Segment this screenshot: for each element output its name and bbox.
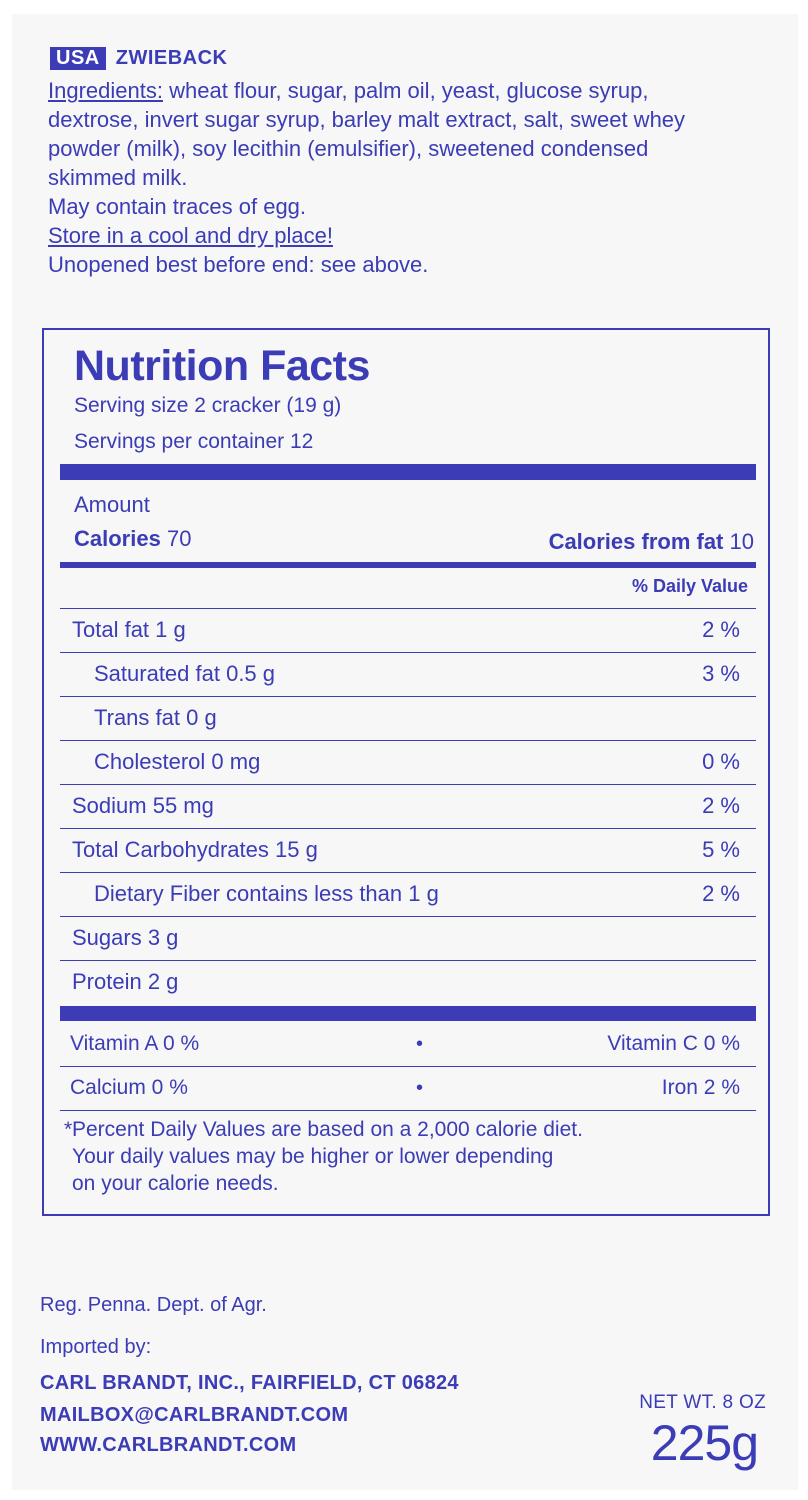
ingredients-line-1: wheat flour, sugar, palm oil, yeast, glu… — [169, 78, 649, 103]
calories-label: Calories — [74, 526, 161, 551]
nutrient-row: Cholesterol 0 mg 0 % — [60, 740, 756, 784]
nutrient-row: Protein 2 g — [60, 960, 756, 1004]
ingredients-block: Ingredients: wheat flour, sugar, palm oi… — [48, 76, 748, 279]
calories-fat-label: Calories from fat — [548, 529, 724, 554]
footnote-divider — [60, 1110, 756, 1111]
nutrient-name: Total Carbohydrates 15 g — [72, 837, 318, 862]
net-weight-grams: 225g — [650, 1415, 759, 1471]
nutrient-daily-value: 0 % — [702, 749, 740, 774]
label-panel — [12, 14, 798, 1490]
medium-divider — [60, 562, 756, 568]
ingredients-line-3: powder (milk), soy lecithin (emulsifier)… — [48, 136, 649, 161]
product-name: ZWIEBACK — [115, 46, 228, 69]
imported-by-label: Imported by: — [40, 1336, 152, 1358]
nutrient-name: Cholesterol 0 mg — [94, 749, 261, 774]
servings-per-container: Servings per container 12 — [74, 430, 314, 453]
traces-note: May contain traces of egg. — [48, 194, 307, 219]
nutrient-name: Sugars 3 g — [72, 925, 179, 950]
bullet-separator: • — [416, 1077, 424, 1099]
nutrient-name: Sodium 55 mg — [72, 793, 214, 818]
ingredients-line-4: skimmed milk. — [48, 165, 188, 190]
vitamin-left: Calcium 0 % — [70, 1076, 188, 1099]
vitamin-row: Vitamin A 0 % • Vitamin C 0 % — [60, 1022, 756, 1066]
nutrient-row: Total fat 1 g 2 % — [60, 608, 756, 652]
bullet-separator: • — [416, 1033, 424, 1055]
product-header: USA ZWIEBACK — [50, 46, 228, 70]
vitamin-divider — [60, 1066, 756, 1067]
nutrient-row: Sugars 3 g — [60, 916, 756, 960]
nutrient-name: Dietary Fiber contains less than 1 g — [94, 881, 439, 906]
nutrition-title: Nutrition Facts — [74, 342, 370, 390]
net-weight-label: NET WT. 8 OZ — [639, 1392, 766, 1413]
nutrient-name: Saturated fat 0.5 g — [94, 661, 276, 686]
ingredients-line-2: dextrose, invert sugar syrup, barley mal… — [48, 107, 686, 132]
vitamin-left: Vitamin A 0 % — [70, 1032, 200, 1055]
thick-divider-bottom — [60, 1006, 756, 1021]
nutrient-row: Total Carbohydrates 15 g 5 % — [60, 828, 756, 872]
nutrient-daily-value: 3 % — [702, 661, 740, 686]
vitamin-right: Iron 2 % — [661, 1076, 740, 1099]
footnote: * Percent Daily Values are based on a 2,… — [64, 1116, 744, 1197]
nutrient-daily-value: 2 % — [702, 617, 740, 642]
nutrient-row: Sodium 55 mg 2 % — [60, 784, 756, 828]
nutrient-name: Total fat 1 g — [72, 617, 186, 642]
registration-note: Reg. Penna. Dept. of Agr. — [40, 1294, 267, 1316]
nutrient-row: Saturated fat 0.5 g 3 % — [60, 652, 756, 696]
nutrient-daily-value: 2 % — [702, 793, 740, 818]
vitamin-row: Calcium 0 % • Iron 2 % — [60, 1066, 756, 1110]
serving-size: Serving size 2 cracker (19 g) — [74, 394, 342, 417]
footnote-mark: * — [64, 1118, 73, 1141]
amount-label: Amount — [74, 492, 150, 517]
storage-note: Store in a cool and dry place! — [48, 223, 333, 248]
best-before-note: Unopened best before end: see above. — [48, 252, 429, 277]
footnote-line-3: on your calorie needs. — [72, 1172, 279, 1195]
calories-value: 70 — [166, 526, 192, 551]
company-email: MAILBOX@CARLBRANDT.COM — [40, 1404, 349, 1426]
daily-value-header: % Daily Value — [631, 576, 748, 596]
footnote-line-1: Percent Daily Values are based on a 2,00… — [72, 1118, 583, 1141]
company-address: CARL BRANDT, INC., FAIRFIELD, CT 06824 — [40, 1372, 459, 1394]
calories-fat-value: 10 — [729, 529, 754, 554]
nutrient-name: Protein 2 g — [72, 969, 179, 994]
company-website: WWW.CARLBRANDT.COM — [40, 1434, 297, 1456]
nutrient-daily-value: 2 % — [702, 881, 740, 906]
thick-divider — [60, 464, 756, 480]
nutrient-row: Dietary Fiber contains less than 1 g 2 % — [60, 872, 756, 916]
vitamin-right: Vitamin C 0 % — [607, 1032, 740, 1055]
calories-from-fat: Calories from fat 10 — [549, 529, 754, 555]
nutrient-daily-value: 5 % — [702, 837, 740, 862]
usa-badge: USA — [50, 46, 106, 70]
nutrition-facts-panel: Nutrition Facts Serving size 2 cracker (… — [42, 328, 770, 1216]
calories: Calories 70 — [74, 526, 191, 552]
footnote-line-2: Your daily values may be higher or lower… — [72, 1145, 554, 1168]
nutrient-name: Trans fat 0 g — [94, 705, 217, 730]
nutrient-row: Trans fat 0 g — [60, 696, 756, 740]
ingredients-label: Ingredients: — [48, 78, 163, 103]
